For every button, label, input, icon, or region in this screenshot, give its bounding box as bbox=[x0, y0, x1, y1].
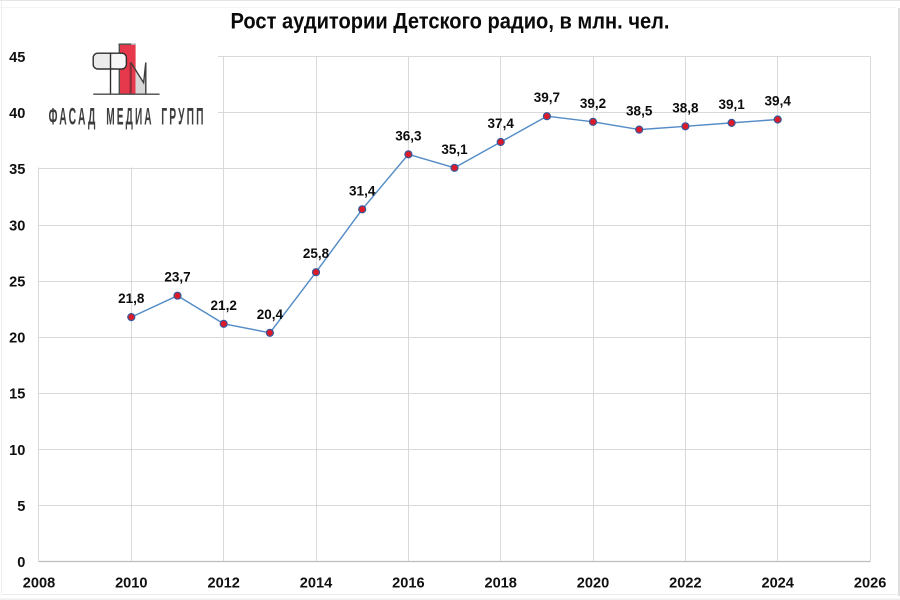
svg-text:2024: 2024 bbox=[761, 576, 794, 592]
svg-text:2008: 2008 bbox=[23, 576, 55, 592]
svg-text:Рост аудитории Детского радио,: Рост аудитории Детского радио, в млн. че… bbox=[231, 8, 670, 33]
svg-text:20: 20 bbox=[9, 331, 25, 347]
svg-text:23,7: 23,7 bbox=[164, 270, 190, 285]
svg-text:25: 25 bbox=[9, 274, 25, 290]
svg-text:31,4: 31,4 bbox=[349, 183, 376, 198]
svg-text:2026: 2026 bbox=[854, 576, 886, 592]
svg-text:45: 45 bbox=[9, 50, 25, 66]
svg-text:2014: 2014 bbox=[300, 576, 333, 592]
svg-text:20,4: 20,4 bbox=[257, 307, 284, 322]
svg-text:40: 40 bbox=[9, 106, 25, 122]
svg-text:35: 35 bbox=[9, 162, 25, 178]
svg-text:0: 0 bbox=[17, 555, 25, 571]
svg-text:2010: 2010 bbox=[115, 576, 147, 592]
svg-text:21,2: 21,2 bbox=[211, 298, 237, 313]
svg-text:2020: 2020 bbox=[577, 576, 609, 592]
svg-text:ФАСАД: ФАСАД bbox=[49, 103, 98, 130]
svg-text:21,8: 21,8 bbox=[118, 291, 145, 306]
svg-text:39,2: 39,2 bbox=[580, 96, 606, 111]
svg-text:10: 10 bbox=[9, 443, 25, 459]
svg-text:5: 5 bbox=[17, 499, 25, 515]
svg-text:15: 15 bbox=[9, 387, 25, 403]
svg-text:36,3: 36,3 bbox=[395, 128, 422, 143]
svg-text:35,1: 35,1 bbox=[441, 142, 468, 157]
svg-text:2018: 2018 bbox=[484, 576, 516, 592]
svg-text:39,1: 39,1 bbox=[718, 97, 745, 112]
svg-text:25,8: 25,8 bbox=[303, 246, 330, 261]
svg-text:2016: 2016 bbox=[392, 576, 424, 592]
svg-text:37,4: 37,4 bbox=[488, 116, 515, 131]
svg-text:2022: 2022 bbox=[669, 576, 701, 592]
svg-text:38,8: 38,8 bbox=[672, 100, 699, 115]
svg-text:30: 30 bbox=[9, 218, 25, 234]
svg-text:38,5: 38,5 bbox=[626, 104, 653, 119]
svg-text:39,7: 39,7 bbox=[534, 90, 560, 105]
svg-text:39,4: 39,4 bbox=[765, 94, 792, 109]
svg-text:МЕДИА: МЕДИА bbox=[106, 103, 153, 130]
svg-text:2012: 2012 bbox=[207, 576, 239, 592]
svg-text:ГРУПП: ГРУПП bbox=[161, 103, 205, 130]
